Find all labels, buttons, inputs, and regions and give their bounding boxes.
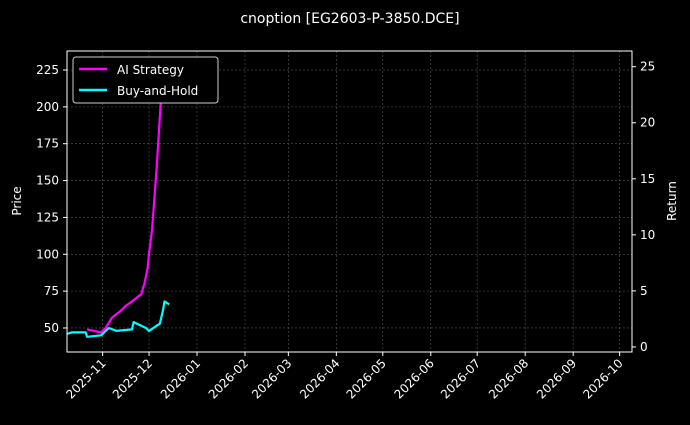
y-axis-label: Price: [10, 186, 24, 215]
x-tick-label: 2026-06: [392, 356, 437, 401]
plot-frame: [66, 50, 633, 353]
series-line-buy-and-hold: [66, 300, 170, 338]
y-tick-label: 75: [44, 284, 59, 298]
x-tick-label: 2026-04: [297, 356, 342, 401]
y2-tick-label: 10: [640, 228, 655, 242]
legend-label-buy-and-hold: Buy-and-Hold: [117, 84, 198, 98]
legend: AI Strategy Buy-and-Hold: [72, 56, 219, 104]
y-tick-label: 175: [36, 137, 59, 151]
y2-tick-label: 5: [640, 284, 648, 298]
y2-tick-label: 20: [640, 116, 655, 130]
x-tick-label: 2026-01: [158, 356, 203, 401]
y2-tick-label: 15: [640, 172, 655, 186]
y2-tick-label: 0: [640, 340, 648, 354]
series-lines: [66, 69, 170, 338]
y-tick-label: 225: [36, 63, 59, 77]
y-tick-label: 100: [36, 247, 59, 261]
x-tick-label: 2026-09: [534, 356, 579, 401]
y-tick-label: 50: [44, 321, 59, 335]
x-tick-label: 2026-05: [344, 356, 389, 401]
series-line-ai-strategy: [86, 69, 166, 334]
y-tick-label: 150: [36, 174, 59, 188]
y2-tick-label: 25: [640, 60, 655, 74]
y2-axis-label: Return: [665, 181, 679, 221]
x-tick-label: 2025-12: [110, 356, 155, 401]
x-tick-label: 2026-10: [580, 356, 625, 401]
x-tick-label: 2026-07: [438, 356, 483, 401]
x-tick-label: 2026-08: [486, 356, 531, 401]
y-tick-label: 125: [36, 210, 59, 224]
x-tick-label: 2026-03: [249, 356, 294, 401]
legend-label-ai-strategy: AI Strategy: [117, 63, 184, 77]
x-tick-label: 2026-02: [206, 356, 251, 401]
x-tick-label: 2025-11: [63, 356, 108, 401]
y-tick-label: 200: [36, 100, 59, 114]
chart-title: cnoption [EG2603-P-3850.DCE]: [240, 11, 459, 27]
